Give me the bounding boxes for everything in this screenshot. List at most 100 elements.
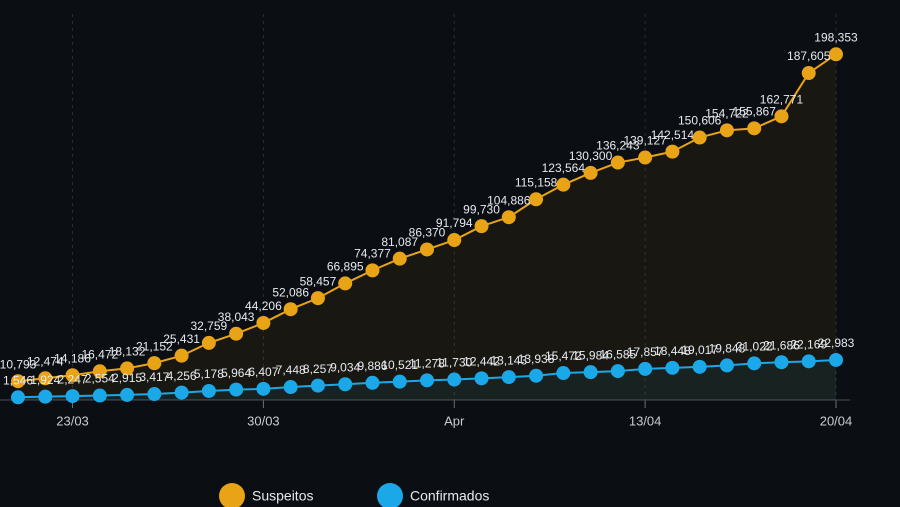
legend-marker [219,483,245,507]
data-label: 5,178 [194,367,224,381]
data-label: 12,442 [463,354,500,368]
point [256,381,271,396]
point [829,352,843,367]
data-label: 21,022 [736,340,773,354]
data-label: 19,848 [709,342,746,356]
point [365,263,380,278]
point [229,382,244,397]
data-label: 66,895 [327,260,364,274]
point [638,361,653,376]
point [92,364,107,379]
point [38,371,53,386]
data-label: 22,169 [790,338,827,352]
point [529,192,544,207]
x-tick-label: 13/04 [629,413,662,428]
point [365,375,380,390]
data-label: 139,127 [623,134,667,148]
point [447,233,462,248]
point [583,165,598,180]
data-label: 44,206 [245,299,282,313]
point [583,365,598,380]
point [11,374,25,389]
legend-label: Suspeitos [252,488,313,504]
point [501,210,516,225]
point [610,364,625,379]
point [65,389,80,404]
legend-marker [377,483,403,507]
data-label: 3,417 [139,370,169,384]
point [692,359,707,374]
data-label: 9,034 [330,360,360,374]
data-label: 38,043 [218,310,255,324]
point [120,387,135,402]
point [11,390,25,405]
data-label: 142,514 [651,128,695,142]
data-label: 154,722 [705,107,749,121]
point [420,242,434,257]
point [747,356,762,371]
data-label: 52,086 [272,285,309,299]
legend-label: Confirmados [410,488,489,504]
point [665,144,680,159]
point [529,368,544,383]
point [747,121,762,136]
point [201,383,216,398]
x-tick-label: 23/03 [56,413,89,428]
data-label: 15,984 [572,348,609,362]
data-label: 8,257 [303,362,333,376]
data-label: 104,886 [487,193,531,207]
data-label: 123,564 [542,161,586,175]
data-label: 58,457 [300,274,337,288]
point [719,123,734,138]
data-label: 19,017 [681,343,718,357]
data-label: 21,686 [763,338,800,352]
point [65,368,80,383]
data-label: 13,143 [490,353,527,367]
point [256,315,271,330]
x-tick-label: 30/03 [247,413,280,428]
point [201,335,216,350]
data-label: 14,186 [54,351,91,365]
data-label: 86,370 [409,226,446,240]
data-label: 15,472 [545,349,582,363]
data-label: 18,132 [109,345,146,359]
data-label: 22,983 [818,336,855,350]
point [283,302,298,317]
data-label: 16,585 [600,347,637,361]
point [120,361,135,376]
point [801,66,816,81]
data-label: 9,886 [357,359,387,373]
data-label: 2,554 [85,372,115,386]
point [92,388,107,403]
point [556,177,571,192]
point [638,150,653,165]
data-label: 5,964 [221,366,251,380]
x-tick-label: 20/04 [820,413,853,428]
point [474,371,489,386]
data-label: 32,759 [191,319,228,333]
data-label: 25,431 [163,332,200,346]
point [719,358,734,373]
data-label: 115,158 [515,175,558,189]
data-label: 155,867 [733,105,777,119]
data-label: 198,353 [814,30,858,44]
data-label: 1,546 [3,373,33,387]
area [18,359,836,400]
data-label: 18,448 [654,344,691,358]
data-label: 7,448 [276,363,306,377]
data-label: 6,407 [248,365,278,379]
x-tick-label: Apr [444,413,465,428]
point [174,348,189,363]
data-label: 130,300 [569,149,613,163]
point [147,356,162,371]
data-label: 10,793 [0,357,37,371]
data-label: 150,606 [678,114,722,128]
data-label: 21,152 [136,339,173,353]
data-label: 81,087 [381,235,418,249]
data-label: 10,521 [381,358,418,372]
point [338,276,353,291]
data-label: 12,474 [27,354,64,368]
point [229,326,244,341]
